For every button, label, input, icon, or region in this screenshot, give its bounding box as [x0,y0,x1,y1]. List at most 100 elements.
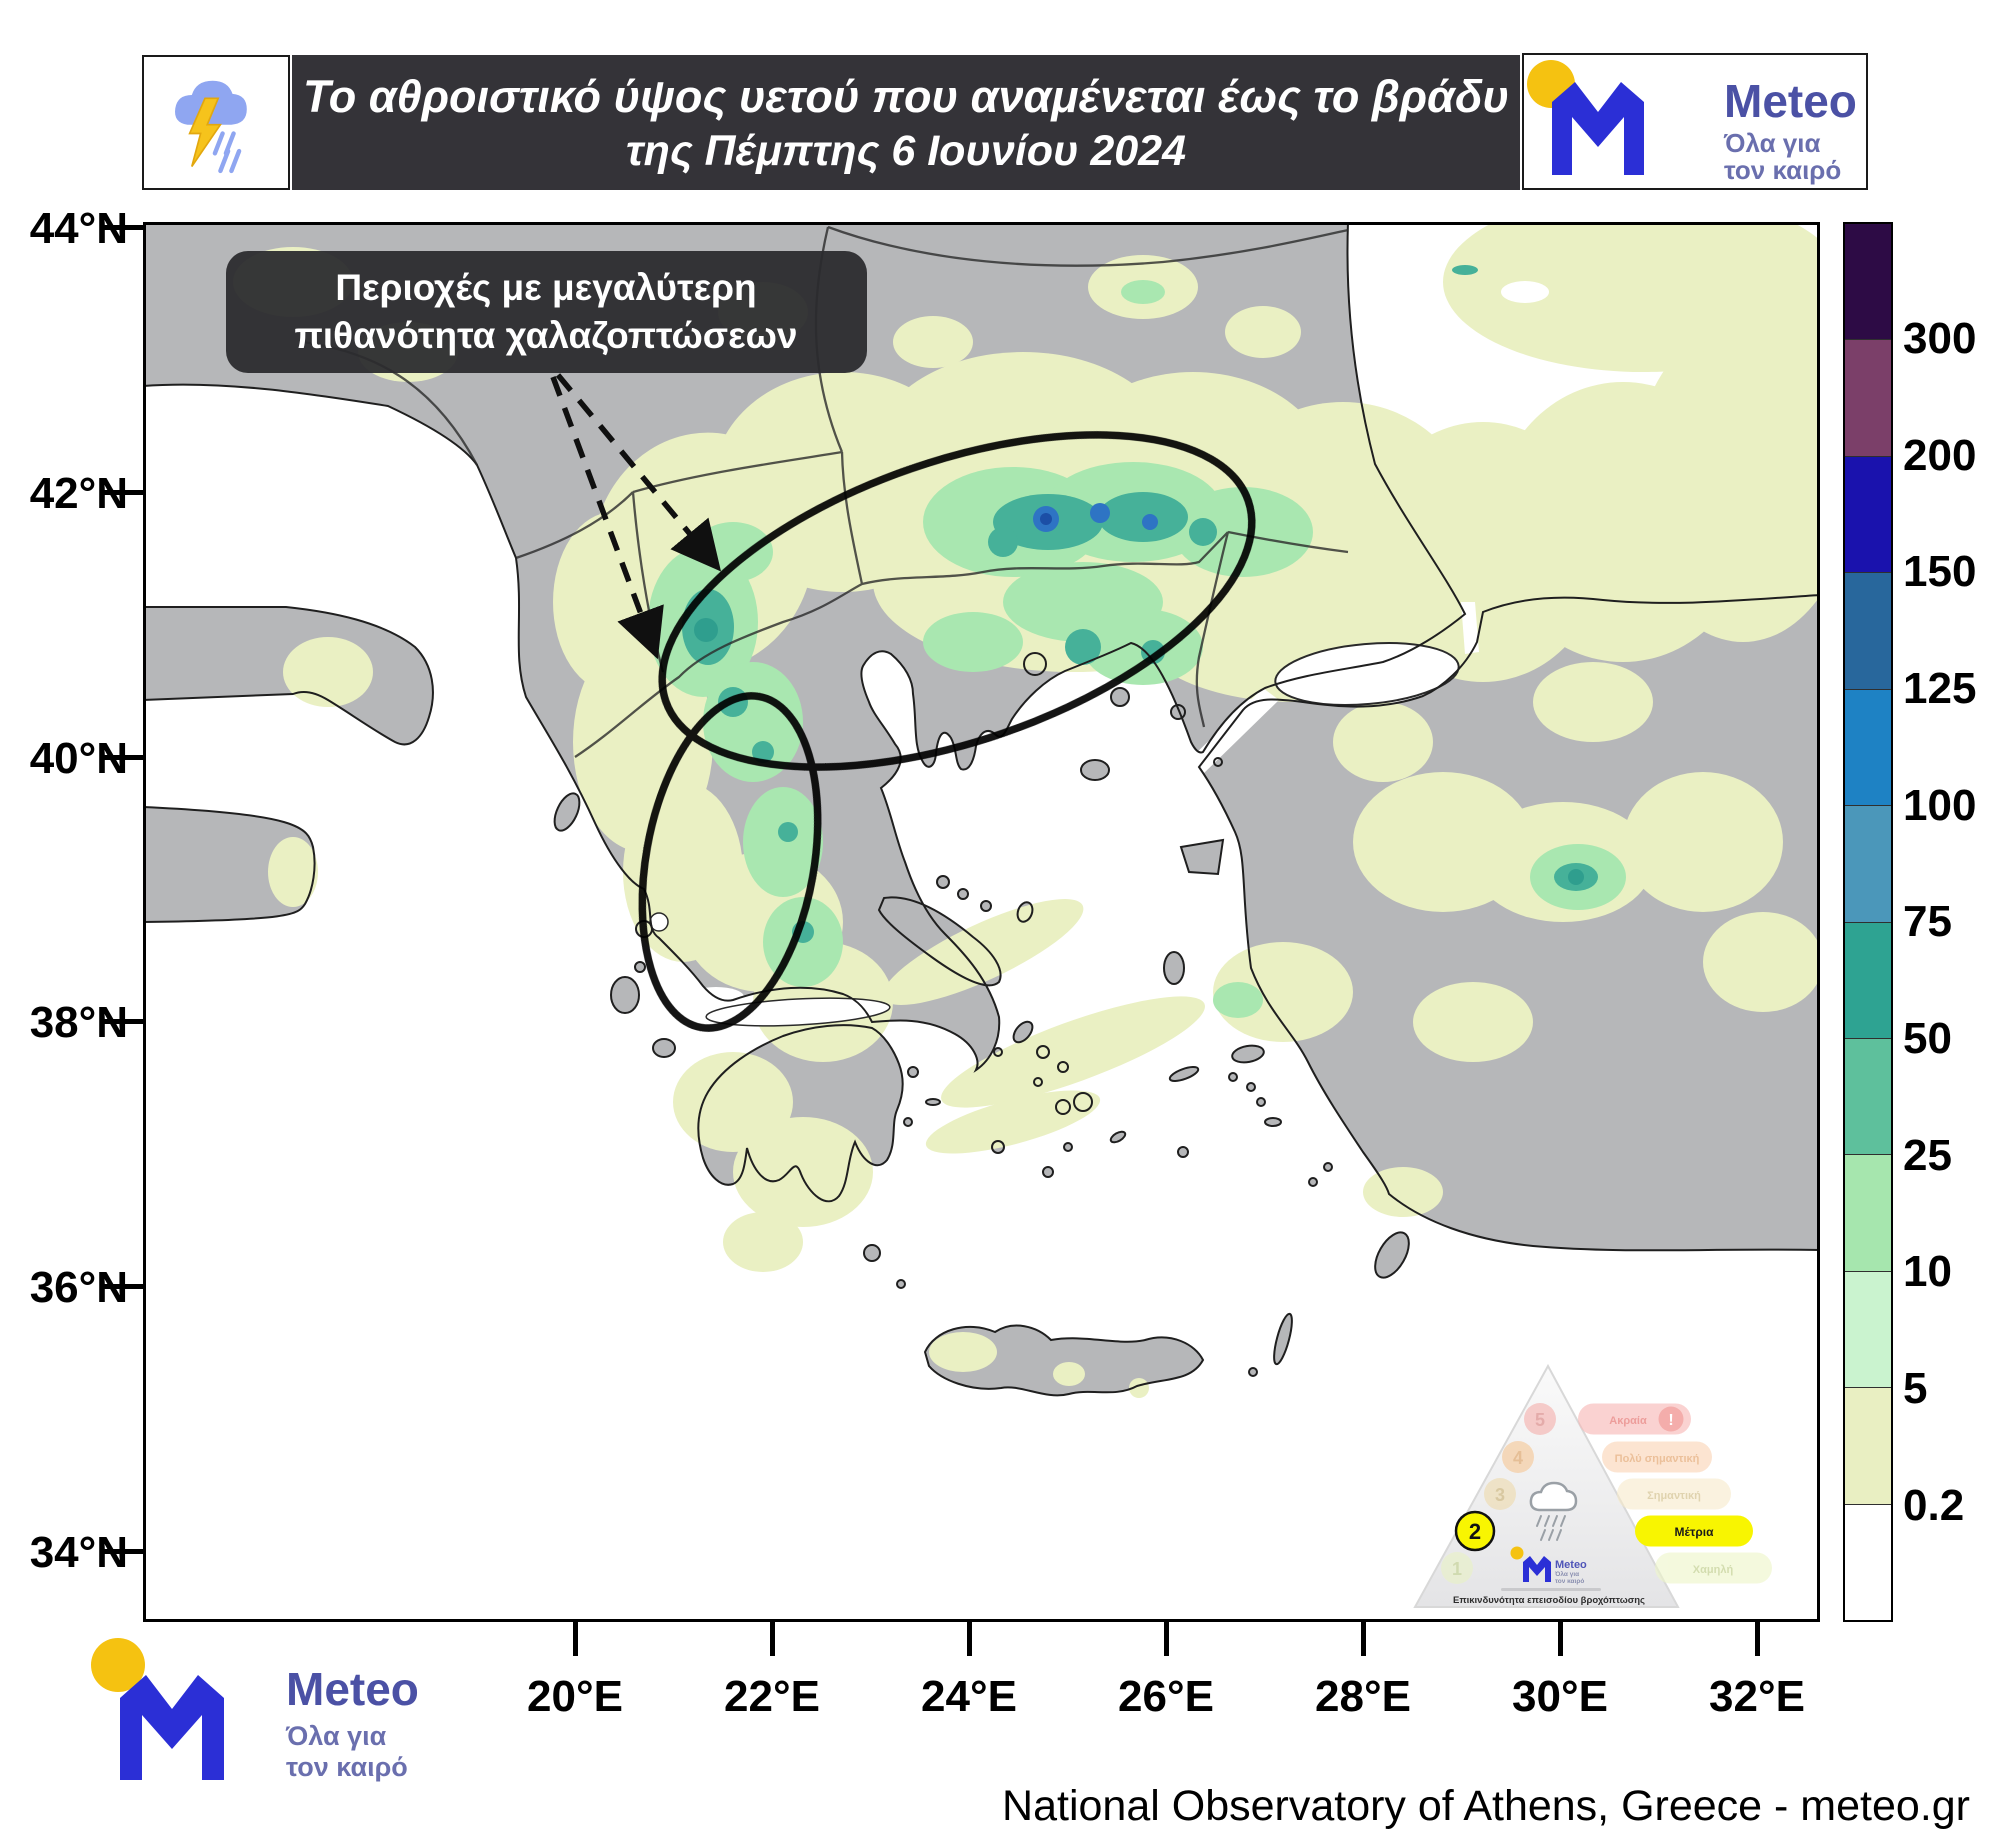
lon-tick [1755,1622,1760,1656]
colorbar-label-75: 75 [1903,897,1952,946]
level-num: 4 [1513,1448,1523,1468]
lon-label-24e: 24°E [921,1672,1017,1721]
precipitation-colorbar [1843,222,1893,1622]
colorbar-label-100: 100 [1903,781,1977,830]
lon-tick [770,1622,775,1656]
pyramid-level-1: 1 Χαμηλή [1441,1552,1772,1584]
lat-tick [103,1019,143,1024]
footer-logo-tagline2: τον καιρό [286,1752,408,1782]
lat-tick [103,225,143,230]
lat-tick [103,1549,143,1554]
colorbar-segment [1845,1155,1891,1272]
lon-label-26e: 26°E [1118,1672,1214,1721]
colorbar-label-10: 10 [1903,1247,1952,1296]
annotation-line2: πιθανότητα χαλαζοπτώσεων [294,315,797,356]
lat-tick [103,1284,143,1289]
colorbar-label-200: 200 [1903,431,1977,480]
meteo-logo-box: Meteo Όλα για τον καιρό [1522,53,1868,190]
annotation-arrows [550,373,722,660]
level-label: Μέτρια [1675,1525,1715,1539]
colorbar-segment [1845,922,1891,1039]
level-num: 2 [1469,1519,1481,1544]
colorbar-label-150: 150 [1903,547,1977,596]
colorbar-segment [1845,340,1891,457]
colorbar-segment [1845,1388,1891,1505]
lon-label-32e: 32°E [1709,1672,1805,1721]
level-label: Σημαντική [1647,1490,1701,1502]
mini-logo-tagline2: τον καιρό [1555,1578,1584,1585]
footer-meteo-logo: Meteo Όλα για τον καιρό [90,1630,510,1790]
pyramid-meteo-logo: Meteo Όλα για τον καιρό [1501,1546,1601,1591]
lon-label-28e: 28°E [1315,1672,1411,1721]
colorbar-segment [1845,806,1891,923]
meteo-logo-tagline1: Όλα για [1723,128,1820,158]
colorbar-segment [1845,224,1891,341]
colorbar-label-25: 25 [1903,1131,1952,1180]
level-label: Πολύ σημαντική [1615,1453,1700,1465]
meteo-m-icon [1552,82,1644,175]
arrow-to-west-ellipse [550,376,664,660]
colorbar-segment [1845,1038,1891,1156]
meteo-m-icon [120,1675,224,1780]
storm-cloud-icon [175,80,247,174]
exclamation-icon [1658,1406,1684,1432]
map-title-line1: Το αθροιστικό ύψος υετού που αναμένεται … [302,70,1510,122]
lat-tick [103,755,143,760]
mini-logo-name: Meteo [1555,1559,1587,1571]
lon-label-30e: 30°E [1512,1672,1608,1721]
meteo-logo-tagline2: τον καιρό [1724,155,1841,185]
colorbar-segment [1845,1271,1891,1389]
meteo-m-icon [1523,1556,1551,1582]
footer-logo-tagline1: Όλα για [285,1721,387,1751]
footer-logo-name: Meteo [286,1663,419,1715]
colorbar-segment [1845,573,1891,690]
level-label: Χαμηλή [1693,1564,1734,1576]
lon-tick [1558,1622,1563,1656]
colorbar-segment [1845,1504,1891,1621]
meteo-logo-name: Meteo [1724,75,1857,127]
header-title-bar: Το αθροιστικό ύψος υετού που αναμένεται … [292,55,1520,190]
hail-ellipse-west [638,692,822,1032]
meteo-logo: Meteo Όλα για τον καιρό [1527,60,1857,185]
precip-extreme-layer [1033,503,1158,532]
pyramid-caption: Επικινδυνότητα επεισοδίου βροχόπτωσης [1453,1595,1645,1606]
micro-text-line [1501,1588,1601,1591]
level-num: 5 [1535,1410,1545,1430]
lon-tick [573,1622,578,1656]
colorbar-label-300: 300 [1903,314,1977,363]
hail-annotation-box: Περιοχές με μεγαλύτερη πιθανότητα χαλαζο… [226,251,867,373]
colorbar-label-125: 125 [1903,664,1977,713]
lon-tick [1361,1622,1366,1656]
mini-logo-tagline1: Όλα για [1554,1570,1579,1578]
colorbar-label-0.2: 0.2 [1903,1481,1965,1530]
lon-tick [1164,1622,1169,1656]
level-num: 3 [1495,1485,1505,1505]
map-title-line2: της Πέμπτης 6 Ιουνίου 2024 [626,126,1186,175]
lon-label-20e: 20°E [527,1672,623,1721]
hail-ellipse-north [658,431,1256,771]
colorbar-label-50: 50 [1903,1014,1952,1063]
rain-cloud-icon [1529,1481,1578,1541]
lat-tick [103,490,143,495]
exclamation-mark: ! [1668,1412,1673,1429]
severity-pyramid: 5 Ακραία ! 4 Πολύ σημαντική 3 Σημαντική … [1413,1363,1772,1608]
pyramid-level-2-highlighted: 2 Μέτρια [1454,1510,1753,1552]
lon-tick [967,1622,972,1656]
colorbar-segment [1845,689,1891,807]
map-frame [143,222,1820,1622]
attribution-text: National Observatory of Athens, Greece -… [1002,1782,1970,1830]
precipitation-map: Περιοχές με μεγαλύτερη πιθανότητα χαλαζο… [142,192,1863,1622]
pyramid-level-5: 5 Ακραία ! [1524,1403,1691,1435]
sun-icon [91,1638,145,1692]
lon-label-22e: 22°E [724,1672,820,1721]
pyramid-level-4: 4 Πολύ σημαντική [1502,1441,1712,1473]
level-num: 1 [1452,1559,1462,1579]
arrow-to-north-ellipse [555,373,722,572]
pyramid-level-3: 3 Σημαντική [1484,1478,1731,1510]
storm-icon-box [142,55,290,190]
level-label: Ακραία [1609,1415,1647,1427]
colorbar-label-5: 5 [1903,1364,1928,1413]
colorbar-segment [1845,456,1891,574]
hail-risk-ellipses [638,431,1256,1032]
annotation-line1: Περιοχές με μεγαλύτερη [335,267,756,308]
